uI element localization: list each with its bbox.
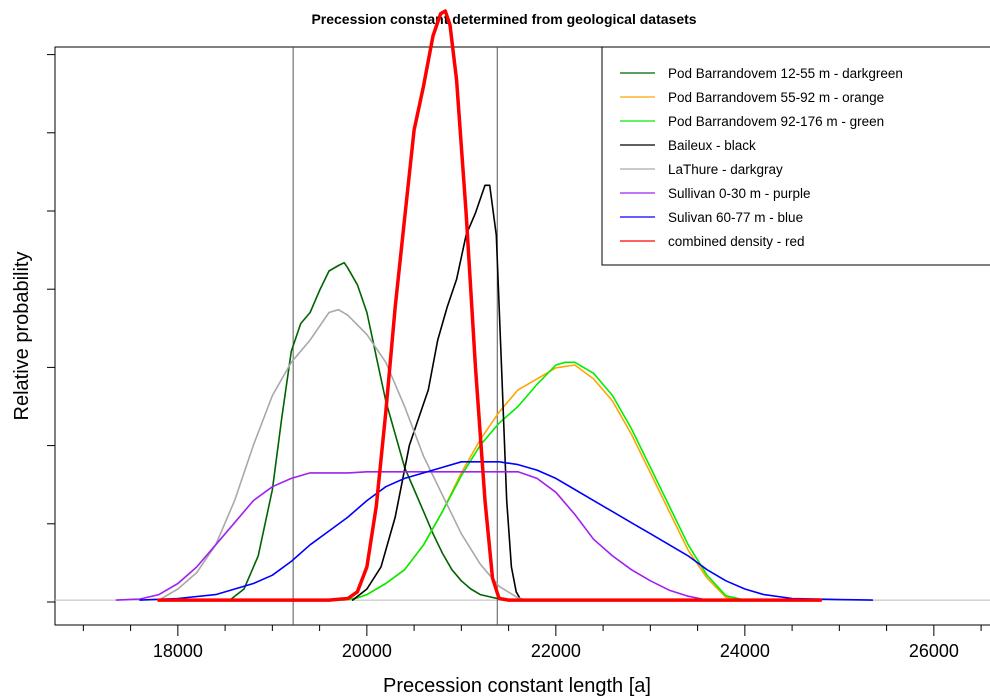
plot-area (54, 9, 990, 626)
series-line-4 (351, 184, 522, 601)
series-line-1 (229, 261, 510, 601)
series-line-5 (158, 308, 529, 601)
x-tick-label: 18000 (153, 641, 203, 661)
legend-box (601, 46, 990, 266)
chart-title: Precession constant determined from geol… (311, 11, 696, 27)
x-tick-label: 24000 (720, 641, 770, 661)
series-line-6 (115, 470, 708, 601)
series-line-2 (342, 364, 746, 601)
series-line-7 (139, 460, 874, 601)
legend-label: Pod Barrandovem 92-176 m - green (668, 114, 884, 129)
x-axis-label: Precession constant length [a] (383, 675, 651, 697)
legend-label: Pod Barrandovem 55-92 m - orange (668, 90, 884, 105)
reference-lines (292, 47, 498, 625)
legend-label: Pod Barrandovem 12-55 m - darkgreen (668, 66, 903, 81)
legend-label: Sulivan 60-77 m - blue (668, 210, 803, 225)
series-line-8 (157, 9, 823, 602)
legend-items: Pod Barrandovem 12-55 m - darkgreen Pod B… (620, 66, 903, 249)
legend-label: combined density - red (668, 234, 805, 249)
x-tick-label: 20000 (342, 641, 392, 661)
legend-label: Sullivan 0-30 m - purple (668, 186, 811, 201)
series-line-3 (342, 361, 746, 601)
y-axis-label: Relative probability (11, 252, 33, 421)
x-tick-label: 22000 (531, 641, 581, 661)
x-tick-label: 26000 (909, 641, 959, 661)
legend: Pod Barrandovem 12-55 m - darkgreen Pod B… (601, 46, 990, 266)
x-axis: 18000 20000 22000 24000 26000 (82, 625, 982, 661)
plot-frame (54, 46, 990, 626)
legend-label: Baileux - black (668, 138, 756, 153)
series-group (115, 9, 874, 602)
legend-label: LaThure - darkgray (668, 162, 783, 177)
y-axis (47, 54, 55, 603)
